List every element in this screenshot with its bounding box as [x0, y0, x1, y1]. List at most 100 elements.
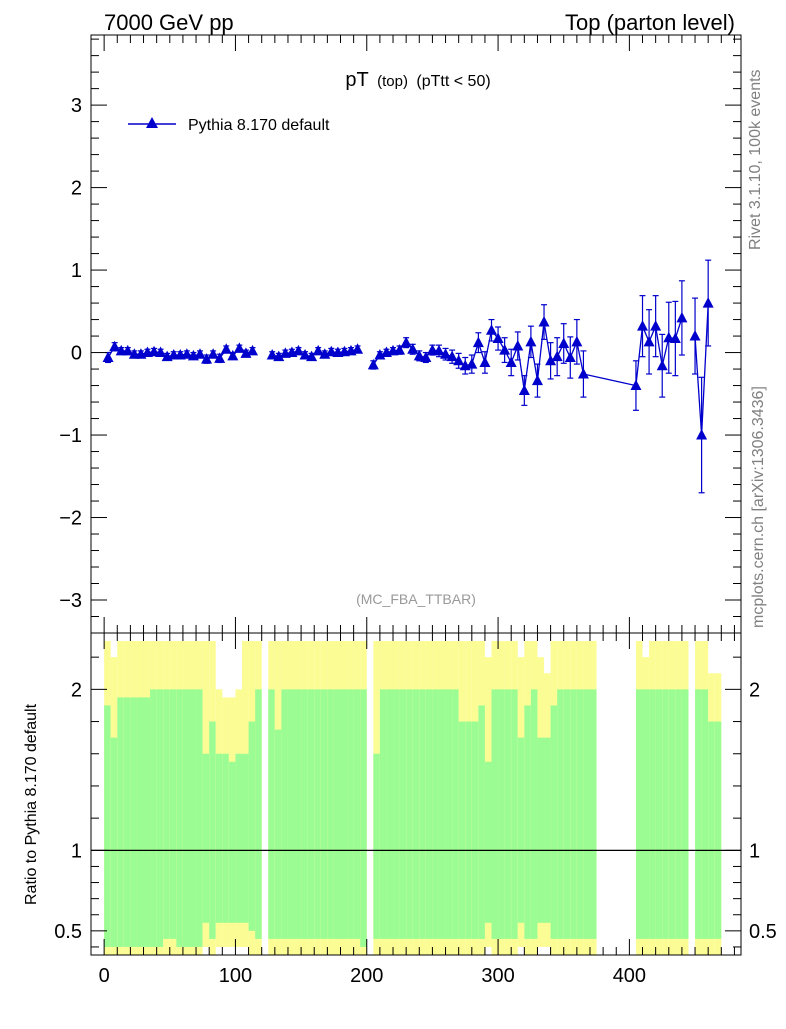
data-point: [630, 360, 642, 411]
ratio-bin: [176, 641, 183, 955]
ratio-bin: [589, 641, 597, 955]
band-inner: [327, 689, 334, 939]
ratio-bin: [576, 641, 584, 955]
ratio-bin: [655, 641, 663, 955]
ratio-bin: [222, 697, 229, 947]
ratio-bin: [668, 641, 676, 955]
ratio-bin: [458, 641, 466, 955]
ratio-bin: [379, 641, 387, 955]
data-point: [394, 344, 406, 355]
ratio-bin: [642, 657, 650, 955]
data-point: [155, 346, 167, 358]
data-point: [538, 304, 550, 340]
band-inner: [576, 689, 584, 939]
band-inner: [557, 689, 564, 939]
band-inner: [452, 689, 459, 939]
band-inner: [189, 689, 197, 947]
data-marker: [669, 332, 681, 344]
data-point: [102, 351, 114, 364]
ratio-bin: [701, 641, 709, 955]
data-marker: [551, 350, 563, 362]
y-tick-label: 3: [71, 95, 82, 117]
data-marker: [689, 330, 701, 341]
ratio-bin: [517, 657, 525, 947]
ratio-bin: [235, 689, 243, 947]
data-marker: [472, 336, 484, 348]
data-marker: [453, 354, 465, 366]
data-marker: [426, 344, 438, 355]
data-marker: [676, 311, 688, 323]
data-marker: [122, 344, 134, 356]
ratio-bin: [557, 641, 564, 955]
band-inner: [432, 689, 439, 939]
ratio-bin: [675, 641, 682, 955]
band-inner: [268, 689, 275, 939]
data-marker: [512, 339, 524, 351]
data-point: [676, 280, 688, 356]
legend-marker: [146, 117, 158, 128]
data-marker: [505, 356, 517, 367]
band-inner: [537, 737, 545, 923]
band-inner: [550, 705, 558, 939]
data-point: [148, 345, 160, 357]
band-inner: [524, 705, 531, 939]
band-inner: [695, 689, 702, 939]
band-inner: [419, 689, 426, 939]
legend: Pythia 8.170 default: [128, 117, 330, 134]
data-marker: [440, 348, 452, 359]
ratio-bin: [281, 641, 288, 955]
data-marker: [306, 350, 318, 362]
ratio-tick-label-left: 1: [71, 840, 82, 862]
ratio-bin: [524, 641, 531, 955]
data-marker: [273, 350, 285, 362]
ratio-bin: [471, 641, 479, 955]
main-plot: [102, 259, 714, 494]
data-marker: [518, 384, 530, 396]
ratio-bin: [143, 641, 151, 955]
data-point: [512, 331, 524, 361]
ratio-bin: [110, 657, 118, 955]
data-point: [233, 342, 245, 353]
ratio-bin: [708, 673, 715, 955]
ratio-bin: [465, 641, 472, 955]
data-point: [181, 348, 193, 359]
ratio-bin: [333, 641, 341, 955]
band-inner: [589, 689, 597, 939]
band-inner: [301, 689, 308, 939]
ratio-bin: [530, 641, 538, 955]
data-point: [446, 349, 458, 364]
ratio-bin: [189, 641, 197, 955]
band-inner: [445, 689, 453, 939]
ratio-bin: [432, 641, 439, 955]
ratio-bin: [406, 641, 413, 955]
ratio-bin: [550, 641, 558, 955]
band-inner: [176, 689, 183, 947]
data-marker: [492, 332, 504, 344]
data-point: [407, 343, 419, 355]
data-marker: [466, 358, 478, 369]
band-inner: [294, 689, 302, 939]
band-inner: [655, 689, 663, 939]
data-marker: [420, 351, 432, 363]
data-point: [453, 352, 465, 369]
ratio-bin: [255, 641, 262, 955]
band-inner: [228, 761, 236, 923]
data-marker: [352, 343, 364, 354]
data-marker: [486, 324, 498, 335]
ratio-bin: [544, 673, 551, 947]
band-inner: [465, 721, 472, 939]
band-inner: [471, 721, 479, 939]
data-point: [306, 350, 318, 362]
x-tick-label: 400: [613, 965, 646, 987]
rivet-label: Rivet 3.1.10, 100k events: [747, 69, 764, 250]
ratio-bin: [681, 641, 689, 955]
band-inner: [511, 689, 518, 939]
ratio-bin: [196, 641, 203, 955]
data-marker: [201, 353, 213, 364]
ratio-bin: [215, 689, 223, 947]
band-inner: [196, 689, 203, 947]
band-inner: [130, 697, 137, 947]
ratio-bin: [438, 641, 446, 955]
x-tick-label: 300: [481, 965, 514, 987]
band-inner: [333, 689, 341, 939]
